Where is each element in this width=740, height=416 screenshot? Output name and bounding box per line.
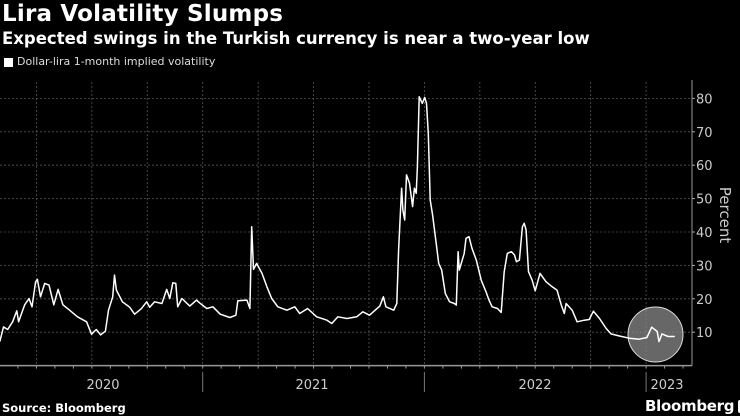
x-tick-label: 2023	[650, 378, 683, 393]
legend-swatch	[4, 57, 13, 67]
y-tick-label: 20	[696, 293, 713, 308]
highlight-circle	[627, 306, 684, 363]
bar-chart-icon	[738, 400, 740, 413]
y-tick-label: 70	[696, 126, 713, 141]
legend-label: Dollar-lira 1-month implied volatility	[17, 55, 216, 68]
x-tick-label: 2021	[295, 378, 328, 393]
chart-title: Lira Volatility Slumps	[2, 1, 284, 27]
brand-text: Bloomberg	[645, 397, 735, 415]
gridlines	[0, 82, 692, 366]
y-tick-label: 10	[696, 326, 713, 341]
y-axis-label: Percent	[716, 187, 734, 244]
y-tick-label: 60	[696, 159, 713, 174]
source-note: Source: Bloomberg	[2, 401, 126, 415]
x-tick-label: 2020	[86, 378, 119, 393]
y-tick-label: 80	[696, 92, 713, 107]
series-line	[0, 95, 675, 343]
y-tick-label: 40	[696, 226, 713, 241]
chart-subtitle: Expected swings in the Turkish currency …	[2, 29, 590, 48]
x-tick-label: 2022	[518, 378, 551, 393]
axes	[0, 80, 695, 392]
tick-labels: 10 20 30 40 50 60 70 80 2020 2021 2022 2023	[86, 92, 712, 393]
bloomberg-logo: Bloomberg	[645, 398, 740, 415]
legend: Dollar-lira 1-month implied volatility	[4, 55, 215, 69]
y-tick-label: 50	[696, 193, 713, 208]
y-tick-label: 30	[696, 259, 713, 274]
